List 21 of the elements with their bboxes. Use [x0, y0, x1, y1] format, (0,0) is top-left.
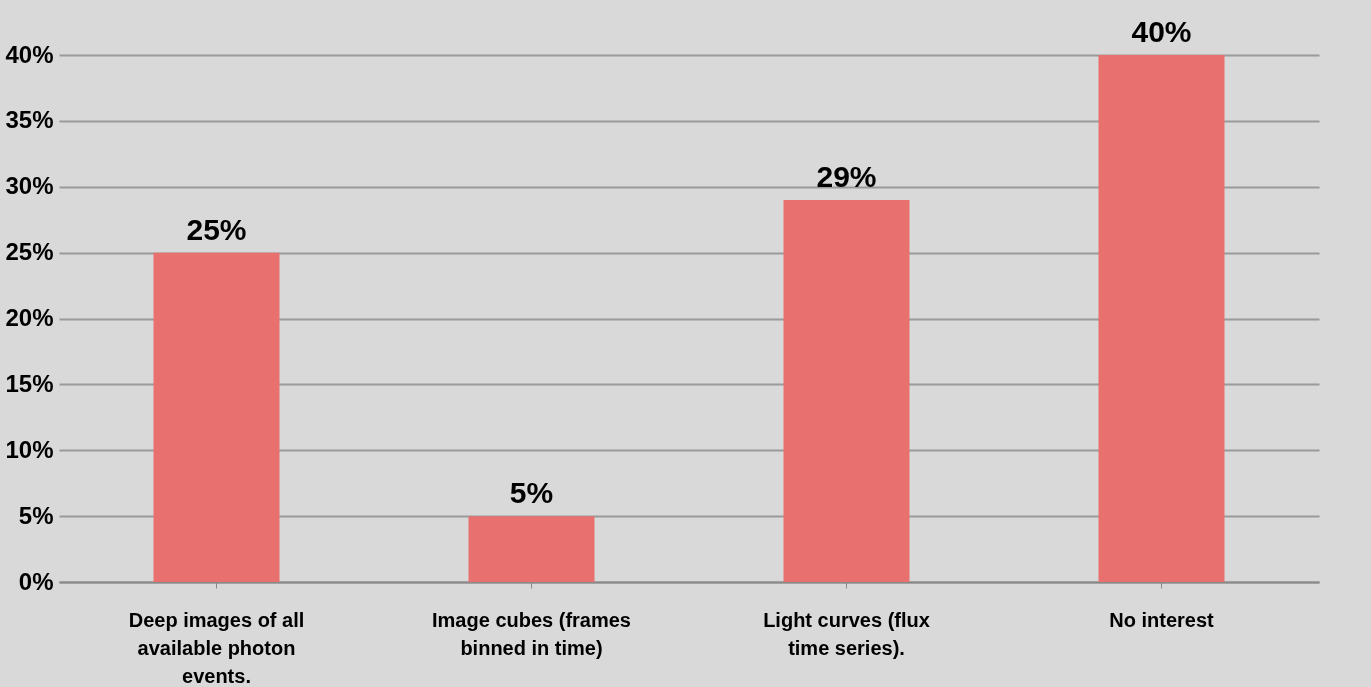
y-tick-label: 40% [5, 40, 54, 68]
data-label: 5% [509, 476, 554, 510]
x-tick-label: Light curves (flux time series). [763, 608, 930, 659]
y-tick-label: 15% [5, 369, 54, 397]
x-tick-label: No interest [1109, 608, 1215, 631]
y-tick-label: 10% [5, 435, 54, 463]
y-tick-label: 25% [5, 238, 54, 266]
data-label: 29% [816, 159, 877, 193]
data-label: 25% [186, 212, 247, 246]
data-label: 40% [1131, 15, 1192, 48]
bar [783, 199, 910, 582]
y-tick-label: 35% [5, 106, 54, 134]
y-tick-label: 30% [5, 172, 54, 200]
bar [153, 252, 280, 582]
bar [468, 516, 595, 582]
x-tick-label: Image cubes (frames binned in time) [432, 608, 631, 659]
y-tick-label: 0% [18, 567, 54, 595]
y-tick-label: 5% [18, 501, 54, 529]
bar [1098, 55, 1225, 582]
y-tick-label: 20% [5, 304, 54, 331]
x-tick-label: Deep images of all available photon events. [128, 608, 305, 687]
